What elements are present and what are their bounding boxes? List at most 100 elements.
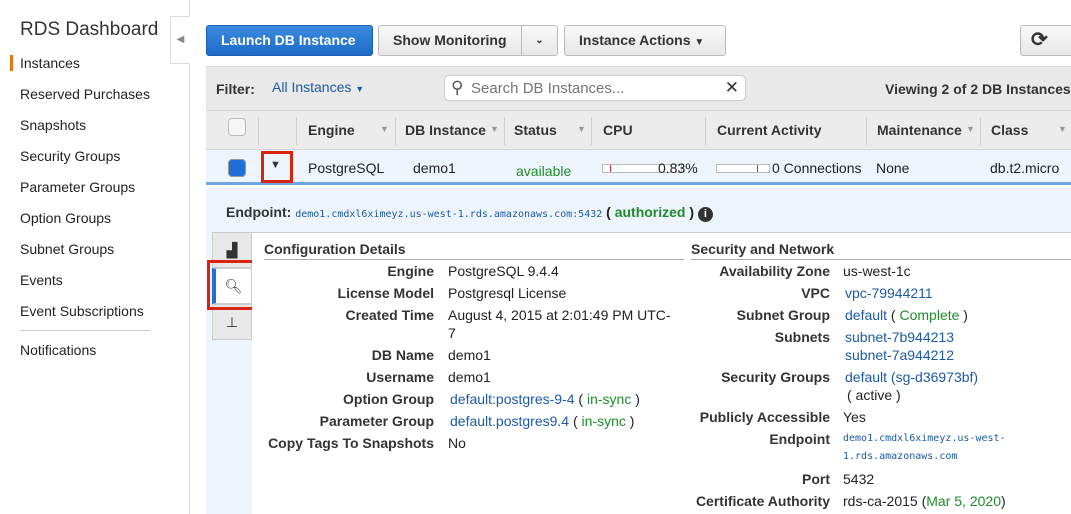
config-label: Username [366,369,434,385]
subnet-link[interactable]: subnet-7b944213 [845,329,954,345]
security-groups-label: Security Groups [721,369,830,385]
subnet-group-value: default ( Complete ) [845,307,968,323]
launch-db-instance-button[interactable]: Launch DB Instance [206,25,373,56]
filter-value: All Instances [272,79,352,95]
sort-icon[interactable]: ▼ [577,124,586,134]
subnet-group-link[interactable]: default [845,307,888,323]
sidebar-item-option-groups[interactable]: Option Groups [20,210,112,226]
endpoint-label: Endpoint: [226,204,292,220]
endpoint-value-line2[interactable]: 1.rds.amazonaws.com [843,451,958,462]
endpoint-authorized: authorized [614,204,686,220]
sidebar-item-security-groups[interactable]: Security Groups [20,148,121,164]
table-header: Engine ▼ DB Instance ▼ Status ▼ CPU Current… [206,110,1071,150]
sort-icon[interactable]: ▼ [380,124,389,134]
hierarchy-icon: ⊥ [225,314,239,330]
config-label: Created Time [345,307,434,323]
sort-icon[interactable]: ▼ [490,124,499,134]
sidebar-item-notifications[interactable]: Notifications [20,342,97,358]
ca-date: Mar 5, 2020 [926,493,1001,509]
table-row[interactable]: ▼ PostgreSQL demo1 available 0.83% 0 Con… [206,150,1071,185]
show-monitoring-button[interactable]: Show Monitoring ⌄ [378,25,558,56]
endpoint-value[interactable]: demo1.cmdxl6ximeyz.us-west-1.rds.amazona… [295,209,603,220]
config-value: August 4, 2015 at 2:01:49 PM UTC- [448,307,671,323]
endpoint-line: Endpoint: demo1.cmdxl6ximeyz.us-west-1.r… [226,204,713,222]
column-status[interactable]: Status [514,122,557,138]
config-value: PostgreSQL 9.4.4 [448,263,559,279]
info-icon[interactable]: i [697,207,713,222]
config-label: DB Name [371,347,434,363]
az-label: Availability Zone [719,263,830,279]
sort-icon[interactable]: ▼ [1058,124,1067,134]
column-divider [980,117,981,145]
cell-status: available [516,163,572,179]
chevron-left-icon: ◀ [176,34,185,45]
subnet-link[interactable]: subnet-7a944212 [845,347,954,363]
row-checkbox[interactable] [228,159,246,177]
sidebar-item-event-subscriptions[interactable]: Event Subscriptions [20,303,144,319]
refresh-button[interactable]: ⟳ [1020,25,1071,56]
sidebar-item-snapshots[interactable]: Snapshots [20,117,87,133]
column-current-activity[interactable]: Current Activity [717,122,822,138]
sidebar-item-reserved-purchases[interactable]: Reserved Purchases [20,86,150,102]
instance-actions-label: Instance Actions [579,32,691,48]
sort-icon[interactable]: ▼ [966,124,975,134]
subnets-label: Subnets [774,329,830,345]
filter-label: Filter: [216,81,255,97]
certificate-authority-value: rds-ca-2015 (Mar 5, 2020) [843,493,1006,509]
security-section-title: Security and Network [691,241,1071,260]
config-label: Copy Tags To Snapshots [268,435,434,451]
expand-row-icon[interactable]: ▼ [270,159,281,171]
search-icon: ⚲ [451,78,464,97]
column-cpu[interactable]: CPU [603,122,633,138]
column-class[interactable]: Class [991,122,1029,138]
endpoint-value-line1[interactable]: demo1.cmdxl6ximeyz.us-west- [843,433,1006,444]
cpu-bar [602,164,682,173]
filter-dropdown[interactable]: All Instances ▼ [272,79,364,95]
topology-tab[interactable]: ⊥ [212,304,252,340]
sidebar-item-parameter-groups[interactable]: Parameter Groups [20,179,136,195]
sidebar-title: RDS Dashboard [20,19,159,40]
filter-bar: Filter: All Instances ▼ ⚲ ✕ Viewing 2 of… [206,66,1071,110]
search-input[interactable] [469,79,709,98]
chevron-down-icon[interactable]: ⌄ [521,26,557,55]
config-value: default:postgres-9-4 ( in-sync ) [450,391,640,407]
subnet-group-label: Subnet Group [736,307,830,323]
collapse-sidebar-button[interactable]: ◀ [170,16,190,64]
config-label: Engine [387,263,434,279]
config-link[interactable]: default:postgres-9-4 [450,391,575,407]
cell-db-instance: demo1 [413,160,456,176]
clear-search-icon[interactable]: ✕ [724,78,739,97]
vpc-label: VPC [801,285,830,301]
sync-status: in-sync [586,391,632,407]
column-db-instance[interactable]: DB Instance [405,122,486,138]
search-box[interactable]: ⚲ ✕ [444,75,746,101]
subnet-group-status: Complete [899,307,960,323]
config-value: No [448,435,466,451]
column-divider [504,117,505,145]
column-divider [866,117,867,145]
certificate-authority-label: Certificate Authority [695,493,830,509]
config-section-title: Configuration Details [264,241,684,260]
column-maintenance[interactable]: Maintenance [877,122,962,138]
column-divider [591,117,592,145]
chart-icon: ▟ [226,242,238,258]
instance-actions-button[interactable]: Instance Actions ▼ [564,25,726,56]
column-engine[interactable]: Engine [308,122,355,138]
chevron-down-icon: ▼ [355,84,365,94]
sync-status: in-sync [581,413,626,429]
details-content: Configuration Details Engine PostgreSQL 9… [252,232,1071,514]
sidebar-item-instances[interactable]: Instances [10,55,80,71]
details-tab[interactable]: 🔍︎ [212,268,252,304]
publicly-accessible-label: Publicly Accessible [699,409,830,425]
ca-name: rds-ca-2015 [843,493,918,509]
select-all-checkbox[interactable] [228,118,246,136]
sidebar-item-subnet-groups[interactable]: Subnet Groups [20,241,115,257]
vpc-link[interactable]: vpc-79944211 [845,285,933,301]
show-monitoring-label: Show Monitoring [393,32,507,48]
column-divider [296,117,297,145]
port-value: 5432 [843,471,875,487]
config-link[interactable]: default.postgres9.4 [450,413,570,429]
endpoint-label: Endpoint [769,431,830,447]
security-group-link[interactable]: default (sg-d36973bf) [845,369,979,385]
sidebar-item-events[interactable]: Events [20,272,63,288]
